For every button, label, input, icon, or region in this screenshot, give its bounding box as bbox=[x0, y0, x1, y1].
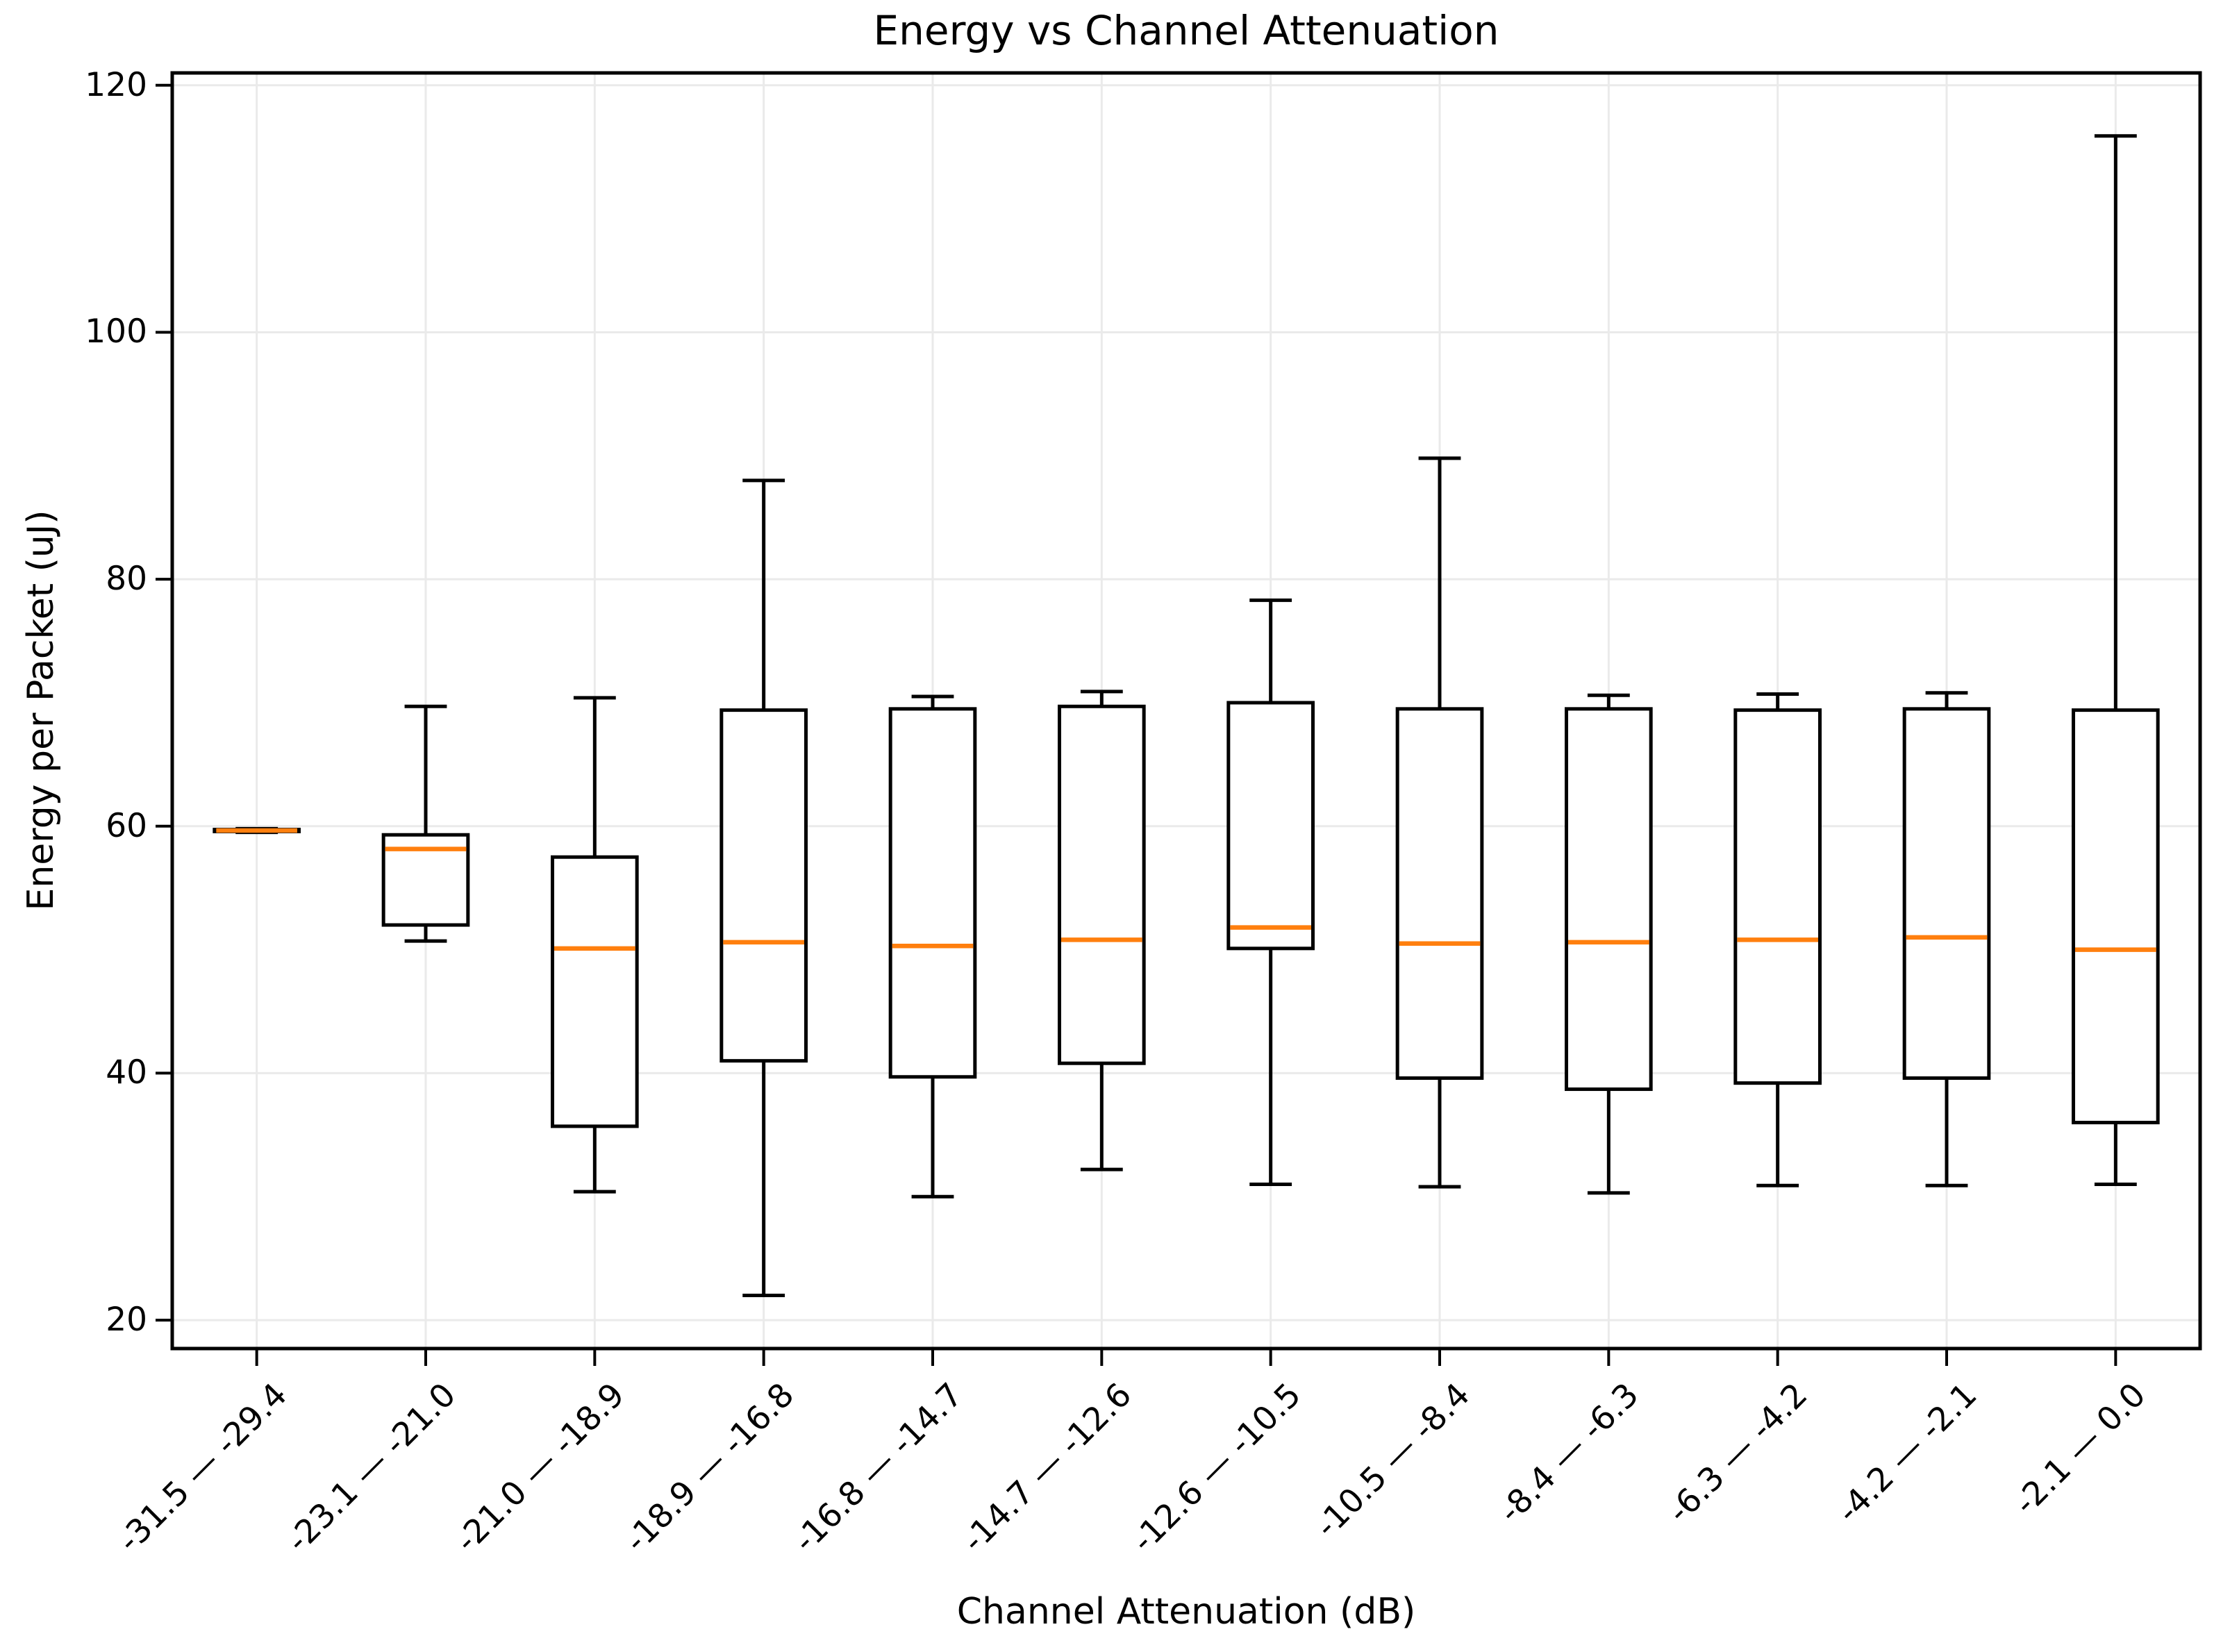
box bbox=[1565, 707, 1653, 1092]
y-tick-label: 100 bbox=[85, 312, 147, 351]
y-tick-label: 40 bbox=[106, 1053, 147, 1092]
box bbox=[1058, 704, 1146, 1065]
y-tick-label: 120 bbox=[85, 65, 147, 104]
y-tick-label: 60 bbox=[106, 806, 147, 845]
y-tick-label: 20 bbox=[106, 1301, 147, 1340]
box bbox=[1902, 707, 1991, 1081]
y-tick-label: 80 bbox=[106, 560, 147, 599]
box bbox=[1395, 707, 1484, 1081]
box bbox=[1226, 701, 1315, 951]
box bbox=[719, 708, 808, 1063]
chart-title: Energy vs Channel Attenuation bbox=[873, 7, 1499, 54]
x-axis-label: Channel Attenuation (dB) bbox=[956, 1591, 1416, 1633]
box bbox=[2072, 708, 2160, 1125]
box bbox=[551, 855, 639, 1128]
box bbox=[888, 707, 977, 1079]
box bbox=[1733, 708, 1822, 1085]
axes-spines bbox=[170, 71, 2202, 1351]
